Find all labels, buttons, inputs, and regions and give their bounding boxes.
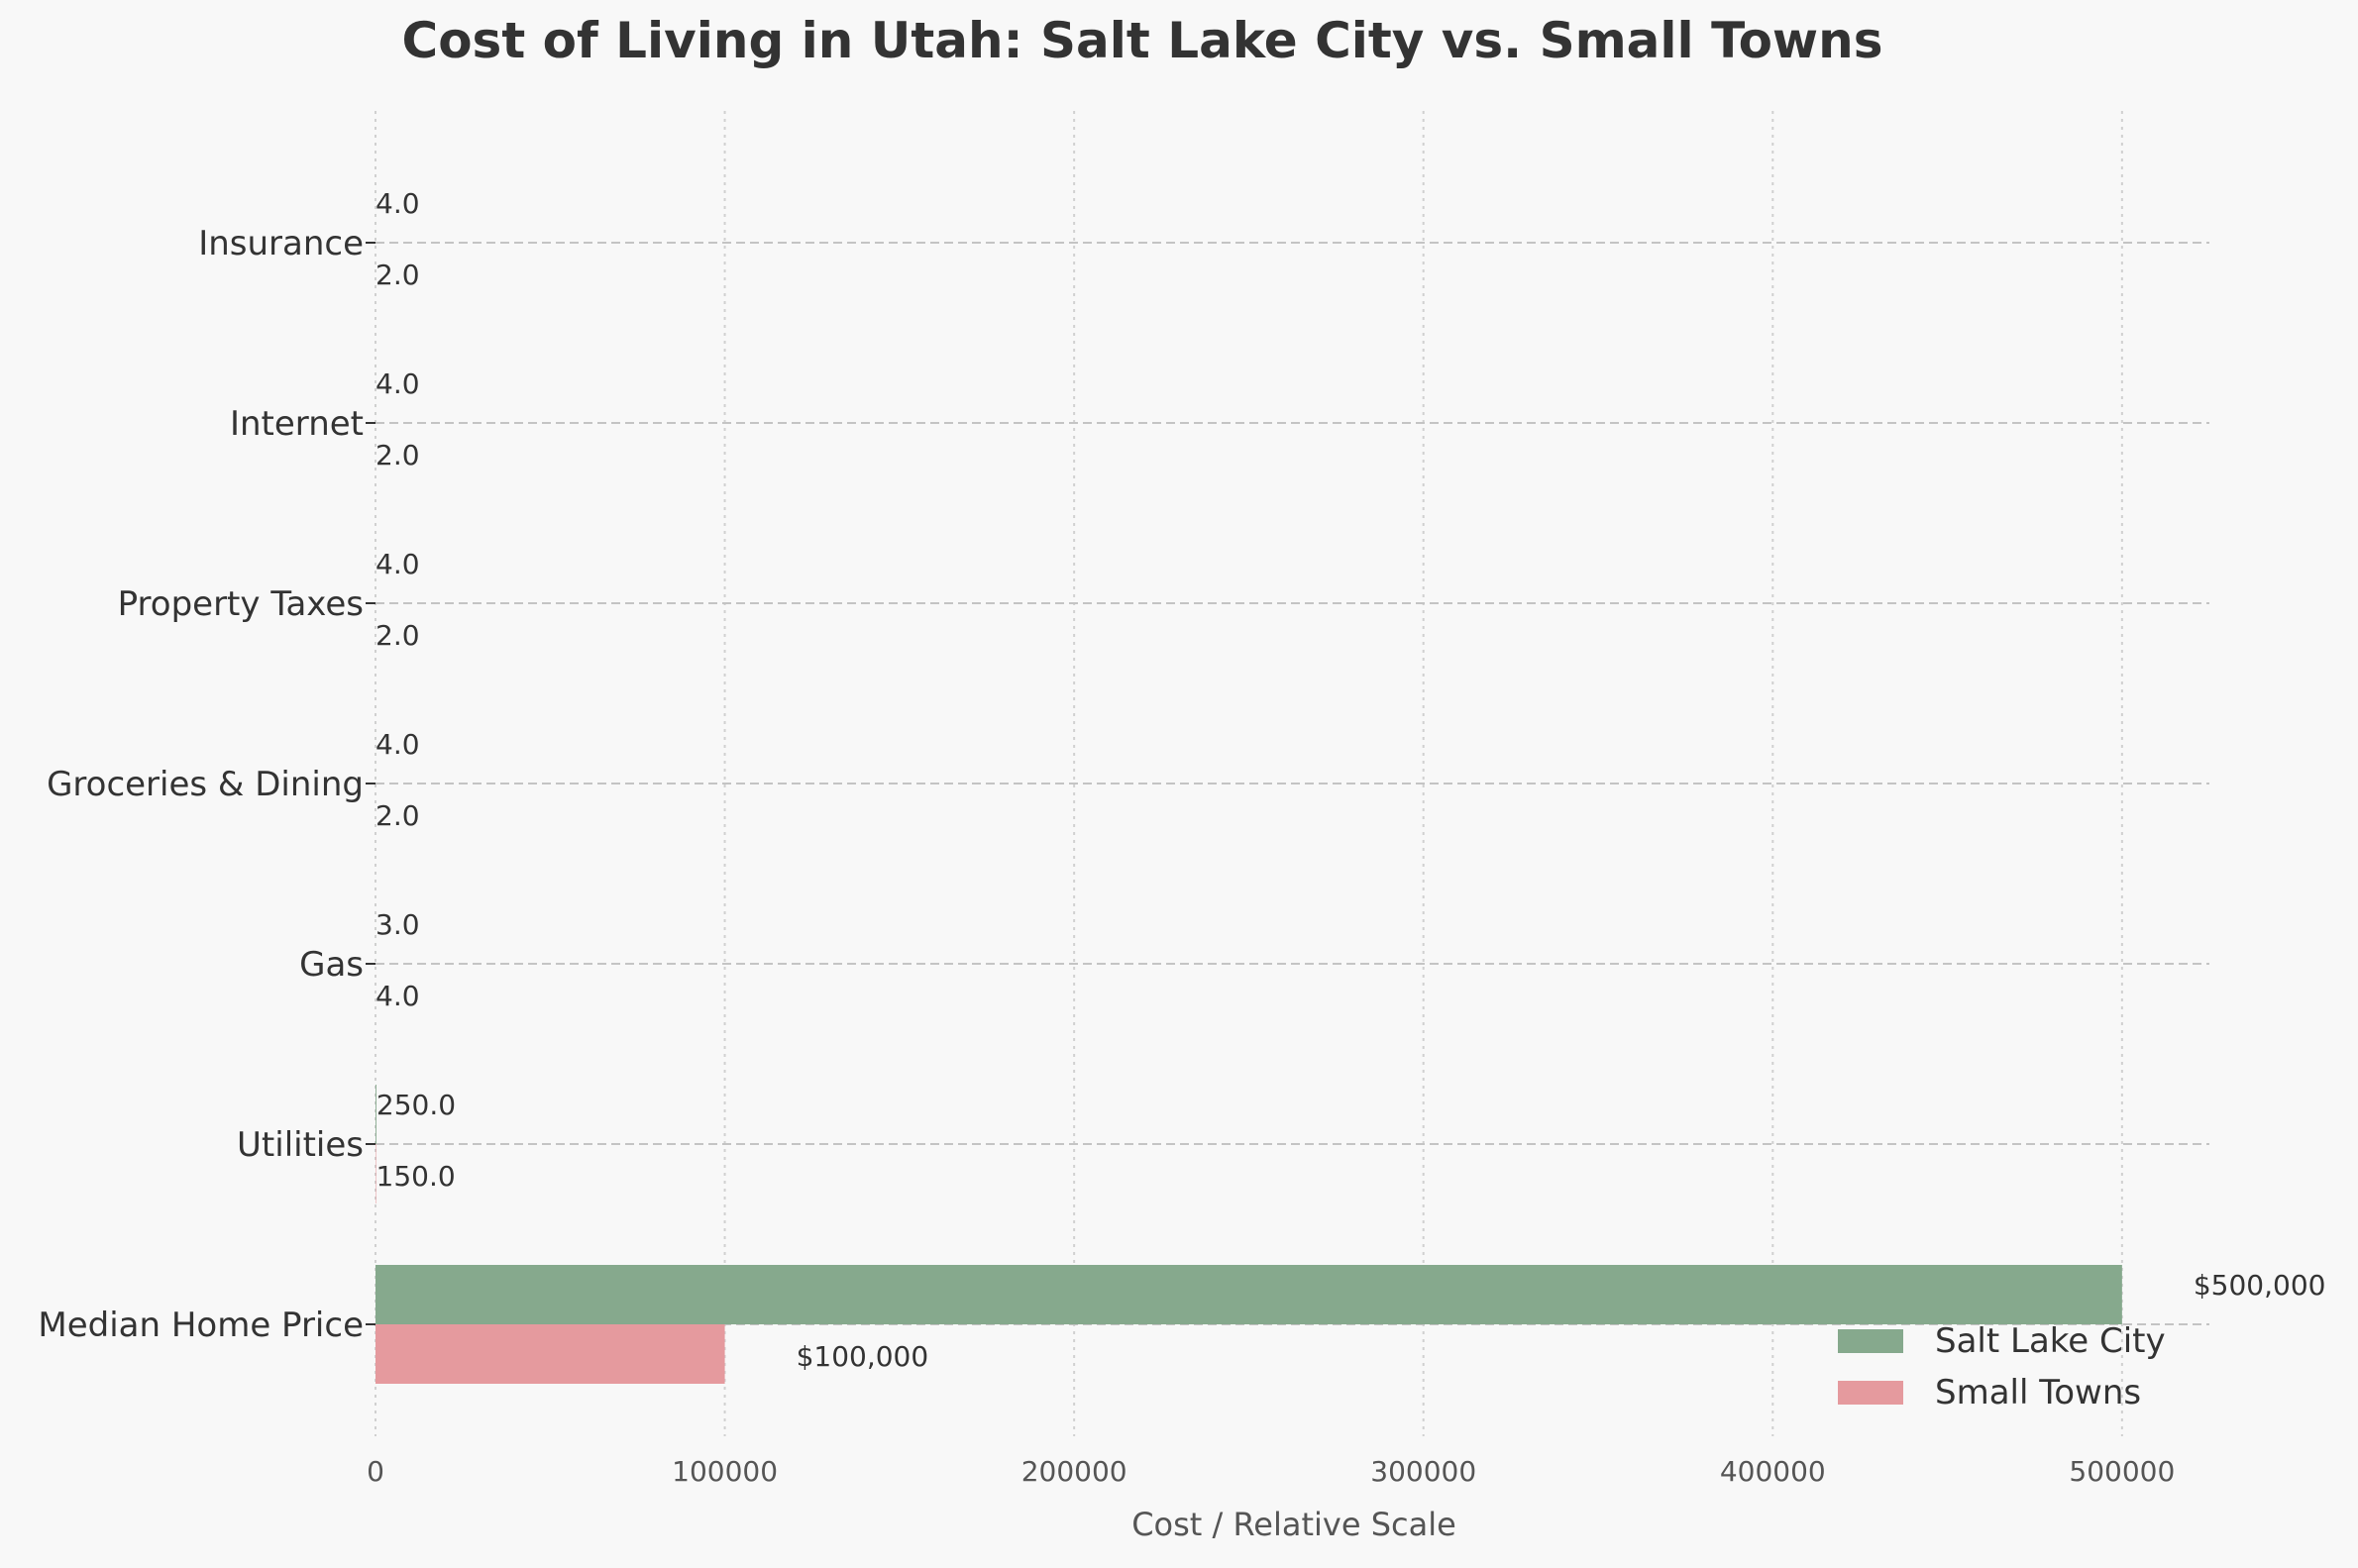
data-label: 2.0	[375, 619, 420, 652]
data-label: 2.0	[375, 439, 420, 471]
x-axis-label: Cost / Relative Scale	[1131, 1506, 1456, 1543]
data-label: 4.0	[375, 367, 420, 400]
data-label: $100,000	[797, 1340, 929, 1373]
data-label: 4.0	[375, 728, 420, 761]
y-tick-label: Internet	[230, 404, 364, 444]
y-axis-tick-labels: Median Home Price Utilities Gas Groceries &…	[38, 224, 364, 1345]
x-tick-label: 0	[367, 1455, 384, 1488]
x-tick-label: 400000	[1720, 1455, 1826, 1488]
legend-label: Small Towns	[1935, 1373, 2141, 1412]
x-tick-label: 100000	[672, 1455, 778, 1488]
y-tick-label: Utilities	[237, 1125, 364, 1165]
data-label: 150.0	[376, 1160, 456, 1193]
y-tick-label: Gas	[299, 945, 364, 985]
legend-label: Salt Lake City	[1935, 1321, 2166, 1361]
legend-swatch	[1838, 1381, 1903, 1405]
y-tick-label: Groceries & Dining	[47, 765, 364, 804]
data-label: 2.0	[375, 259, 420, 291]
legend-swatch	[1838, 1329, 1903, 1353]
x-tick-label: 500000	[2069, 1455, 2175, 1488]
x-axis-tick-labels: 0 100000 200000 300000 400000 500000	[367, 1455, 2175, 1488]
chart-title: Cost of Living in Utah: Salt Lake City v…	[402, 12, 1883, 69]
bar-salt-lake-city	[375, 1265, 2122, 1324]
data-label: 3.0	[375, 908, 420, 941]
data-label: 250.0	[376, 1089, 456, 1121]
data-label: 4.0	[375, 548, 420, 580]
bar-small-towns	[375, 1324, 725, 1384]
y-tick-label: Property Taxes	[118, 584, 364, 624]
y-tick-label: Median Home Price	[38, 1306, 364, 1345]
data-label: 4.0	[375, 187, 420, 220]
data-label: 2.0	[375, 799, 420, 832]
y-tick-label: Insurance	[198, 224, 364, 263]
x-tick-label: 300000	[1370, 1455, 1476, 1488]
legend: Salt Lake City Small Towns	[1838, 1321, 2166, 1412]
grid-lines	[366, 111, 2209, 1436]
x-tick-label: 200000	[1021, 1455, 1127, 1488]
data-label: $500,000	[2194, 1269, 2326, 1302]
data-label: 4.0	[375, 980, 420, 1012]
